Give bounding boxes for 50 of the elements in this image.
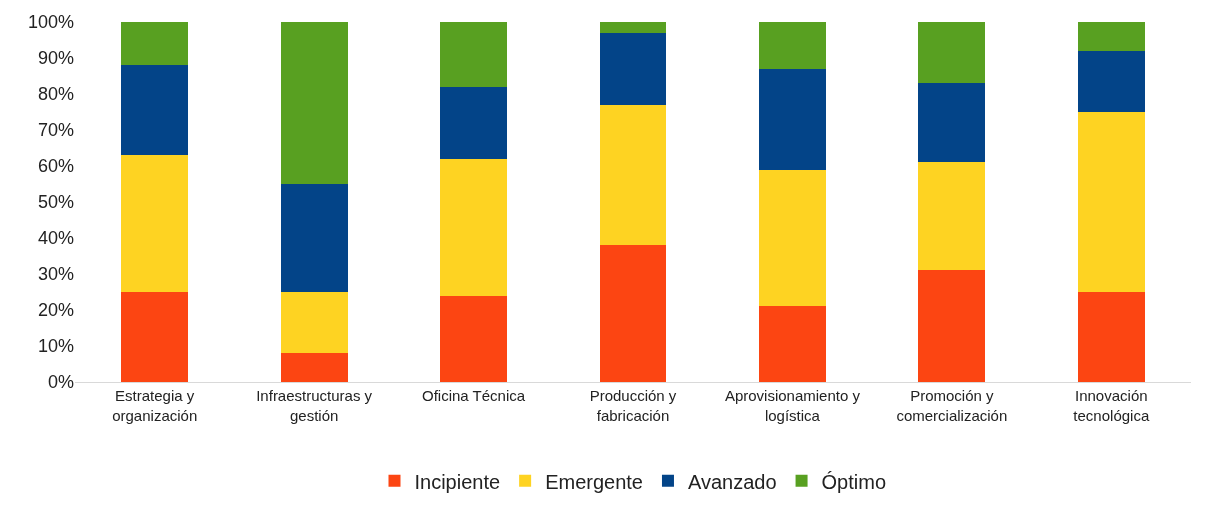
bar	[599, 32, 667, 105]
x-tick-label: Producción y fabricación	[589, 387, 677, 424]
y-tick-label: 30%	[37, 264, 74, 285]
bar	[599, 104, 667, 246]
bar	[758, 22, 826, 69]
y-tick-label: 10%	[37, 336, 74, 357]
bar	[280, 22, 348, 184]
bar	[280, 353, 348, 382]
bar	[121, 292, 189, 382]
bar	[1077, 50, 1145, 112]
legend-label: Óptimo	[821, 470, 887, 493]
legend-label: Avanzado	[687, 470, 777, 493]
bar	[1077, 112, 1145, 292]
y-tick-label: 80%	[37, 84, 74, 105]
y-tick-label: 90%	[37, 48, 74, 69]
y-tick-label: 60%	[37, 156, 74, 177]
bar	[440, 295, 508, 382]
bar	[440, 158, 508, 296]
x-tick-label: Estrategia y organización	[112, 387, 198, 424]
bar	[121, 22, 189, 66]
y-tick-label: 50%	[37, 192, 74, 213]
bar	[121, 155, 189, 292]
y-tick-label: 0%	[47, 372, 74, 393]
bar	[918, 22, 986, 84]
x-tick-label: Aprovisionamiento y logística	[724, 387, 861, 424]
bar	[758, 306, 826, 382]
bar	[280, 184, 348, 292]
y-tick-label: 100%	[27, 12, 74, 33]
bar	[599, 22, 667, 33]
bar	[918, 270, 986, 382]
bar	[440, 22, 508, 87]
bar	[440, 86, 508, 159]
bar	[758, 169, 826, 307]
bar	[1077, 22, 1145, 51]
x-tick-label: Promoción y comercialización	[896, 387, 1008, 424]
bar	[758, 68, 826, 170]
bar	[918, 162, 986, 271]
bar	[1077, 292, 1145, 382]
bar	[918, 83, 986, 163]
y-tick-label: 20%	[37, 300, 74, 321]
bar	[280, 292, 348, 354]
x-tick-label: Innovación tecnológica	[1073, 387, 1150, 424]
legend-label: Emergente	[545, 470, 643, 493]
x-tick-label: Oficina Técnica	[422, 387, 526, 404]
y-tick-label: 40%	[37, 228, 74, 249]
bar	[121, 65, 189, 156]
y-tick-label: 70%	[37, 120, 74, 141]
x-tick-label: Infraestructuras y gestión	[256, 387, 373, 424]
bar	[599, 245, 667, 382]
legend-label: Incipiente	[414, 470, 501, 493]
